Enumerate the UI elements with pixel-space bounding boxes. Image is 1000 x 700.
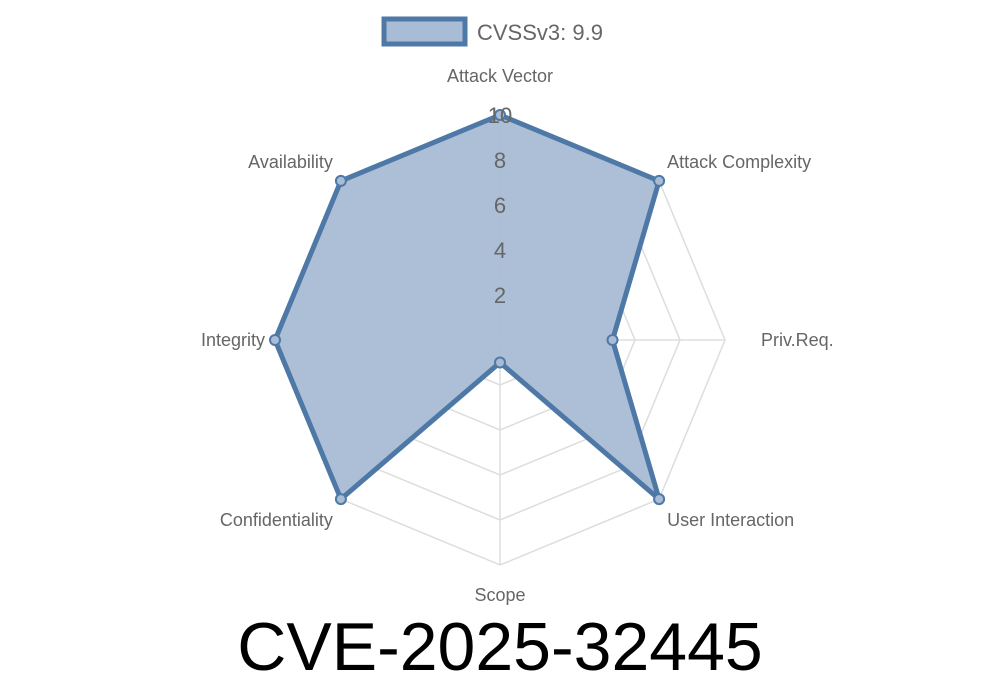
tick-label: 2 bbox=[494, 283, 506, 308]
tick-label: 8 bbox=[494, 148, 506, 173]
axis-label: Attack Complexity bbox=[667, 152, 811, 172]
data-point bbox=[653, 493, 666, 506]
axis-label: Confidentiality bbox=[220, 510, 333, 530]
data-point bbox=[269, 334, 281, 346]
legend[interactable]: CVSSv3: 9.9 bbox=[381, 16, 603, 47]
chart-title: CVE-2025-32445 bbox=[237, 609, 762, 685]
legend-label: CVSSv3: 9.9 bbox=[477, 20, 603, 45]
axis-label: Scope bbox=[474, 585, 525, 605]
data-point bbox=[494, 109, 506, 121]
legend-swatch bbox=[381, 16, 468, 47]
tick-labels: 2 4 6 8 10 bbox=[488, 103, 512, 308]
data-point bbox=[334, 174, 347, 187]
series bbox=[269, 109, 666, 506]
axis-label: Priv.Req. bbox=[761, 330, 834, 350]
axis-label: Integrity bbox=[201, 330, 265, 350]
data-point bbox=[653, 174, 666, 187]
data-point bbox=[494, 356, 506, 369]
tick-label: 4 bbox=[494, 238, 506, 263]
data-point bbox=[606, 334, 619, 346]
axis-label: User Interaction bbox=[667, 510, 794, 530]
axis-labels: Attack Vector Attack Complexity Priv.Req. U… bbox=[201, 66, 834, 605]
series-area bbox=[272, 112, 662, 502]
axis-label: Availability bbox=[248, 152, 333, 172]
tick-label: 10 bbox=[488, 103, 512, 128]
axis-label: Attack Vector bbox=[447, 66, 553, 86]
data-point bbox=[334, 493, 347, 506]
tick-label: 6 bbox=[494, 193, 506, 218]
